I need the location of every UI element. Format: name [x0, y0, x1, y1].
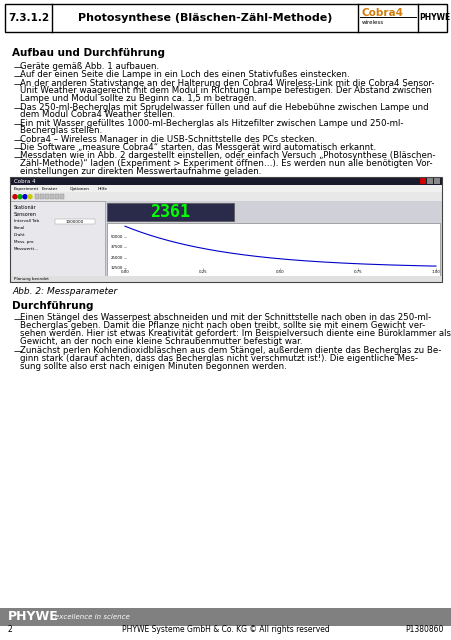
Text: 12500: 12500 [110, 266, 123, 270]
Text: Kanal: Kanal [14, 226, 25, 230]
Text: PHYWE Systeme GmbH & Co. KG © All rights reserved: PHYWE Systeme GmbH & Co. KG © All rights… [122, 625, 329, 634]
Bar [55, 219, 95, 224]
Text: 0.25: 0.25 [198, 270, 207, 274]
Text: einstellungen zur direkten Messwertaufnahme geladen.: einstellungen zur direkten Messwertaufna… [20, 167, 261, 176]
Text: 0.50: 0.50 [276, 270, 284, 274]
Bar [35, 194, 39, 199]
Text: Die Software „measure Cobra4“ starten, das Messgerät wird automatisch erkannt.: Die Software „measure Cobra4“ starten, d… [20, 143, 375, 152]
Circle shape [13, 195, 17, 198]
Text: PHYWE: PHYWE [419, 13, 450, 22]
Text: Einen Stängel des Wasserpest abschneiden und mit der Schnittstelle nach oben in : Einen Stängel des Wasserpest abschneiden… [20, 313, 430, 322]
Text: Aufbau und Durchführung: Aufbau und Durchführung [12, 48, 165, 58]
Text: Geräte gemäß Abb. 1 aufbauen.: Geräte gemäß Abb. 1 aufbauen. [20, 62, 159, 71]
Bar [50, 194, 54, 199]
Text: sung sollte also erst nach einigen Minuten begonnen werden.: sung sollte also erst nach einigen Minut… [20, 362, 286, 371]
Text: —: — [14, 348, 23, 356]
Text: Becherglas stellen.: Becherglas stellen. [20, 126, 102, 136]
Text: sehen werden. Hier ist etwas Kreativität gefordert: Im Beispielversuch diente ei: sehen werden. Hier ist etwas Kreativität… [20, 329, 450, 338]
Text: —: — [14, 72, 23, 81]
Text: Abb. 2: Messparameter: Abb. 2: Messparameter [12, 287, 117, 296]
Text: Optionen: Optionen [70, 187, 90, 191]
Text: Lampe und Modul sollte zu Beginn ca. 1,5 m betragen.: Lampe und Modul sollte zu Beginn ca. 1,5… [20, 94, 256, 103]
Bar [107, 223, 439, 278]
Circle shape [23, 195, 27, 198]
Bar [40, 194, 44, 199]
Text: Durchführung: Durchführung [12, 301, 93, 311]
Bar [10, 185, 441, 192]
Text: ginn stark (darauf achten, dass das Becherglas nicht verschmutzt ist!). Die eige: ginn stark (darauf achten, dass das Bech… [20, 354, 417, 363]
Text: 0.75: 0.75 [353, 270, 362, 274]
Bar [0, 608, 451, 626]
Text: Fenster: Fenster [42, 187, 58, 191]
Bar [107, 204, 233, 221]
Text: Mess. pro: Mess. pro [14, 240, 33, 244]
Text: —: — [14, 104, 23, 113]
Bar [10, 177, 441, 282]
Text: Cobra4 – Wireless Manager in die USB-Schnittstelle des PCs stecken.: Cobra4 – Wireless Manager in die USB-Sch… [20, 134, 317, 144]
Text: Hilfe: Hilfe [98, 187, 108, 191]
Text: Planung beendet: Planung beendet [14, 277, 49, 281]
Bar [55, 194, 59, 199]
Text: Experiment: Experiment [14, 187, 39, 191]
Text: 25000: 25000 [110, 256, 123, 260]
Circle shape [28, 195, 32, 198]
Text: Cobra 4: Cobra 4 [14, 179, 36, 184]
Bar [10, 192, 441, 201]
Text: Zähl-Methode)“ laden (Experiment > Experiment öffnen…). Es werden nun alle benöt: Zähl-Methode)“ laden (Experiment > Exper… [20, 159, 432, 168]
Bar [60, 194, 64, 199]
Text: —: — [14, 120, 23, 129]
Text: Stationär: Stationär [14, 205, 37, 210]
Text: Becherglas geben. Damit die Pflanze nicht nach oben treibt, sollte sie mit einem: Becherglas geben. Damit die Pflanze nich… [20, 321, 424, 330]
Bar [45, 194, 49, 199]
Bar [10, 177, 441, 185]
Bar [419, 178, 425, 184]
Bar [426, 178, 432, 184]
Text: —: — [14, 63, 23, 72]
Text: 1.00: 1.00 [431, 270, 439, 274]
Text: Ein mit Wasser gefülltes 1000-ml-Becherglas als Hitzefilter zwischen Lampe und 2: Ein mit Wasser gefülltes 1000-ml-Becherg… [20, 118, 403, 127]
Text: —: — [14, 80, 23, 89]
Bar [10, 201, 441, 282]
Text: —: — [14, 315, 23, 324]
Text: Photosynthese (Bläschen-Zähl-Methode): Photosynthese (Bläschen-Zähl-Methode) [78, 13, 331, 23]
Bar [433, 178, 439, 184]
Text: Messdaten wie in Abb. 2 dargestellt einstellen, oder einfach Versuch „Photosynth: Messdaten wie in Abb. 2 dargestellt eins… [20, 151, 434, 160]
Bar [5, 4, 446, 32]
Text: 37500: 37500 [110, 245, 123, 249]
Text: Sensoren: Sensoren [14, 212, 37, 217]
Text: wireless: wireless [361, 20, 383, 26]
Text: 50000: 50000 [110, 235, 123, 239]
Text: 0.00: 0.00 [120, 270, 129, 274]
Text: An der anderen Stativstange an der Halterung den Cobra4 Wireless-Link mit die Co: An der anderen Stativstange an der Halte… [20, 79, 433, 88]
Text: Gewicht, an der noch eine kleine Schraubenmutter befestigt war.: Gewicht, an der noch eine kleine Schraub… [20, 337, 302, 346]
Text: Auf der einen Seite die Lampe in ein Loch des einen Stativfußes einstecken.: Auf der einen Seite die Lampe in ein Loc… [20, 70, 349, 79]
Text: 1000000: 1000000 [66, 220, 84, 224]
Text: P1380860: P1380860 [405, 625, 443, 634]
Text: Das 250-ml-Becherglas mit Sprudelwasser füllen und auf die Hebebühne zwischen La: Das 250-ml-Becherglas mit Sprudelwasser … [20, 102, 428, 111]
Text: 2: 2 [8, 625, 13, 634]
Text: Cobra4: Cobra4 [361, 8, 403, 18]
Text: excellence in science: excellence in science [55, 614, 129, 620]
Text: 7.3.1.2: 7.3.1.2 [8, 13, 49, 23]
Text: —: — [14, 153, 23, 162]
Text: —: — [14, 145, 23, 154]
Text: 2361: 2361 [150, 204, 190, 221]
Text: Messwertt...: Messwertt... [14, 247, 39, 252]
Text: —: — [14, 136, 23, 145]
Text: Zunächst perlen Kohlendioxidbläschen aus dem Stängel, außerdem diente das Becher: Zunächst perlen Kohlendioxidbläschen aus… [20, 346, 440, 355]
Text: Intervall Tab: Intervall Tab [14, 219, 39, 223]
Bar [10, 201, 105, 282]
Circle shape [18, 195, 22, 198]
Text: dem Modul Cobra4 Weather stellen.: dem Modul Cobra4 Weather stellen. [20, 110, 175, 119]
Text: Unit Weather waagerecht mit dem Modul in Richtung Lampe befestigen. Der Abstand : Unit Weather waagerecht mit dem Modul in… [20, 86, 431, 95]
Text: PHYWE: PHYWE [8, 611, 59, 623]
Text: Draht: Draht [14, 233, 26, 237]
Bar [10, 276, 441, 282]
